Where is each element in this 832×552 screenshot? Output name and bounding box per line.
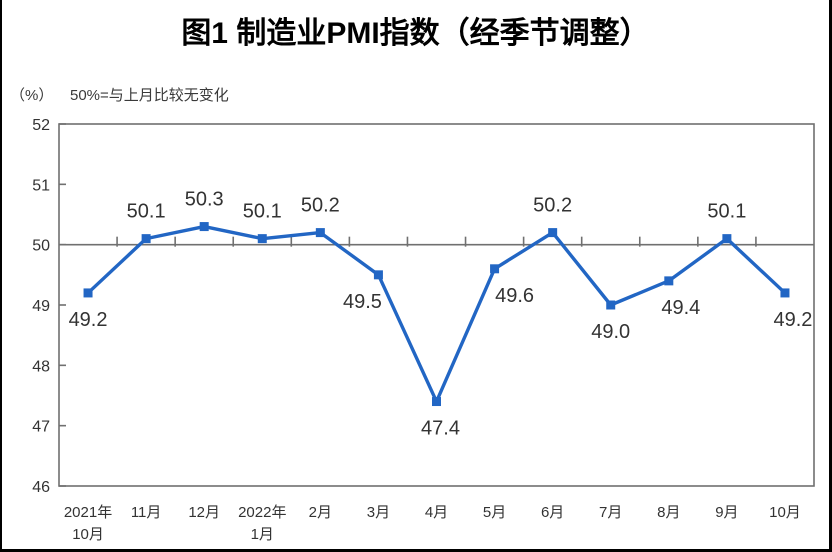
x-axis-tick-label: 6月 bbox=[541, 504, 564, 521]
y-axis-tick-label: 50 bbox=[32, 238, 50, 255]
data-point-marker bbox=[606, 300, 616, 310]
x-axis-tick-label: 9月 bbox=[715, 504, 738, 521]
data-point-marker bbox=[141, 234, 151, 244]
y-axis-tick-label: 48 bbox=[32, 358, 50, 375]
x-axis-tick-label: 2022年 bbox=[238, 504, 286, 521]
y-axis-tick-label: 46 bbox=[32, 479, 50, 496]
x-axis-tick-label: 8月 bbox=[657, 504, 680, 521]
data-point-label: 50.1 bbox=[243, 201, 282, 223]
data-point-label: 49.2 bbox=[773, 309, 812, 331]
x-axis-tick-label: 2月 bbox=[309, 504, 332, 521]
data-point-label: 47.4 bbox=[421, 418, 460, 440]
reference-note: 50%=与上月比较无变化 bbox=[70, 87, 229, 104]
y-axis-tick-label: 52 bbox=[32, 117, 50, 134]
y-axis-tick-label: 47 bbox=[32, 419, 50, 436]
x-axis-tick-label: 10月 bbox=[72, 526, 104, 543]
x-axis-tick-label: 2021年 bbox=[64, 504, 112, 521]
y-axis-tick-label: 49 bbox=[32, 298, 50, 315]
data-point-label: 50.1 bbox=[127, 201, 166, 223]
data-point-marker bbox=[257, 234, 267, 244]
x-axis-tick-label: 1月 bbox=[251, 526, 274, 543]
x-axis-tick-label: 11月 bbox=[131, 504, 162, 521]
x-axis-tick-label: 5月 bbox=[483, 504, 506, 521]
data-point-label: 49.6 bbox=[495, 285, 534, 307]
y-axis-tick-label: 51 bbox=[32, 177, 50, 194]
chart-title: 图1 制造业PMI指数（经季节调整） bbox=[181, 17, 650, 50]
data-point-marker bbox=[780, 288, 790, 298]
x-axis-tick-label: 7月 bbox=[599, 504, 622, 521]
data-point-marker bbox=[373, 270, 383, 280]
x-axis-tick-label: 4月 bbox=[425, 504, 448, 521]
data-point-label: 50.3 bbox=[185, 189, 224, 211]
data-point-label: 49.4 bbox=[661, 297, 700, 319]
data-point-label: 49.2 bbox=[69, 309, 108, 331]
data-point-label: 50.1 bbox=[707, 201, 746, 223]
data-point-marker bbox=[490, 264, 500, 274]
x-axis-tick-label: 3月 bbox=[367, 504, 390, 521]
x-axis-tick-label: 12月 bbox=[188, 504, 220, 521]
y-axis-unit-label: （%） bbox=[10, 87, 54, 104]
data-point-label: 50.2 bbox=[301, 195, 340, 217]
data-point-label: 49.5 bbox=[343, 291, 382, 313]
data-point-marker bbox=[722, 234, 732, 244]
data-point-marker bbox=[199, 222, 209, 232]
data-point-marker bbox=[548, 228, 558, 238]
data-point-marker bbox=[83, 288, 93, 298]
data-point-marker bbox=[664, 276, 674, 286]
data-point-marker bbox=[432, 397, 441, 407]
x-axis-tick-label: 10月 bbox=[769, 504, 801, 521]
data-point-label: 49.0 bbox=[591, 321, 630, 343]
data-point-label: 50.2 bbox=[533, 195, 572, 217]
data-point-marker bbox=[315, 228, 325, 238]
